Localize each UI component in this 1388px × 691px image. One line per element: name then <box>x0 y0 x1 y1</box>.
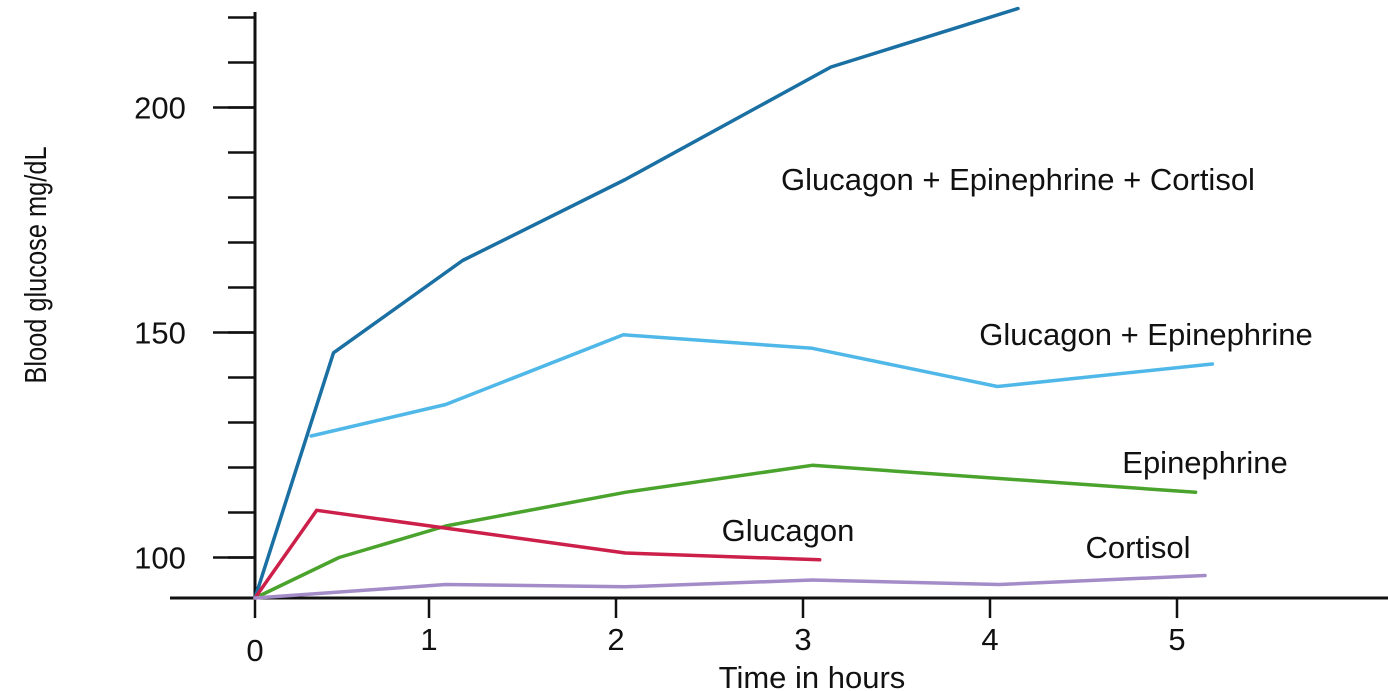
series-label-cortisol: Cortisol <box>1085 530 1190 565</box>
series-line-glucagon <box>253 508 822 600</box>
series-line-epinephrine <box>253 463 1198 600</box>
series-label-glucagon-epinephrine: Glucagon + Epinephrine <box>979 317 1313 352</box>
series-labels: Glucagon + Epinephrine + Cortisol Glucago… <box>722 162 1313 565</box>
chart-axes: 100 150 200 0 1 2 3 4 5 Time in hours Blood glucos… <box>19 12 1388 691</box>
series-lines <box>253 6 1215 600</box>
series-label-glucagon-epinephrine-cortisol: Glucagon + Epinephrine + Cortisol <box>781 162 1255 197</box>
x-tick-label: 2 <box>607 622 624 657</box>
series-label-epinephrine: Epinephrine <box>1122 445 1287 480</box>
series-line-glucagon-epinephrine <box>309 333 1215 438</box>
x-axis-title: Time in hours <box>719 660 906 691</box>
y-tick-label: 150 <box>134 316 186 351</box>
y-axis-title: Blood glucose mg/dL <box>19 146 54 383</box>
y-tick-label: 100 <box>134 541 186 576</box>
y-tick-label: 200 <box>134 91 186 126</box>
x-tick-label: 3 <box>794 622 811 657</box>
series-label-glucagon: Glucagon <box>722 513 855 548</box>
series-line-glucagon-epinephrine-cortisol <box>253 6 1020 600</box>
x-tick-label: 0 <box>246 633 263 668</box>
x-tick-label: 1 <box>420 622 437 657</box>
series-line-cortisol <box>253 573 1207 600</box>
x-tick-label: 5 <box>1168 622 1185 657</box>
x-tick-label: 4 <box>981 622 998 657</box>
